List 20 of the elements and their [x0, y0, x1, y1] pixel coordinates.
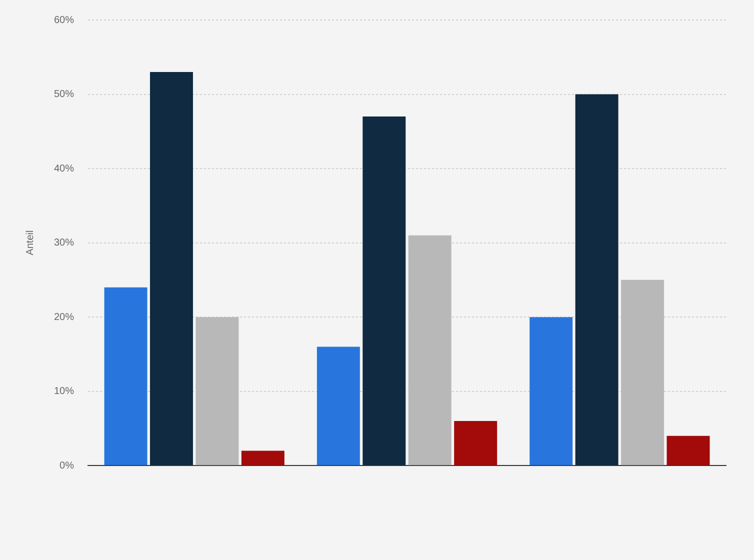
bar: [150, 72, 193, 466]
bar: [454, 421, 498, 466]
bar: [621, 280, 664, 466]
bar: [196, 317, 239, 466]
bar: [666, 436, 710, 466]
y-tick-label: 10%: [54, 386, 74, 398]
y-tick-label: 20%: [54, 312, 74, 323]
bar: [104, 287, 148, 466]
y-tick-label: 60%: [54, 14, 74, 26]
y-axis-title: Anteil: [24, 230, 36, 256]
y-tick-label: 30%: [54, 238, 74, 249]
bar: [362, 116, 406, 466]
y-tick-label: 0%: [60, 460, 74, 472]
y-tick-label: 50%: [54, 89, 74, 100]
bar: [530, 317, 573, 466]
y-tick-label: 40%: [54, 163, 74, 174]
bar: [316, 346, 360, 466]
bar: [575, 94, 618, 466]
bar: [408, 235, 452, 466]
bar: [241, 450, 284, 466]
